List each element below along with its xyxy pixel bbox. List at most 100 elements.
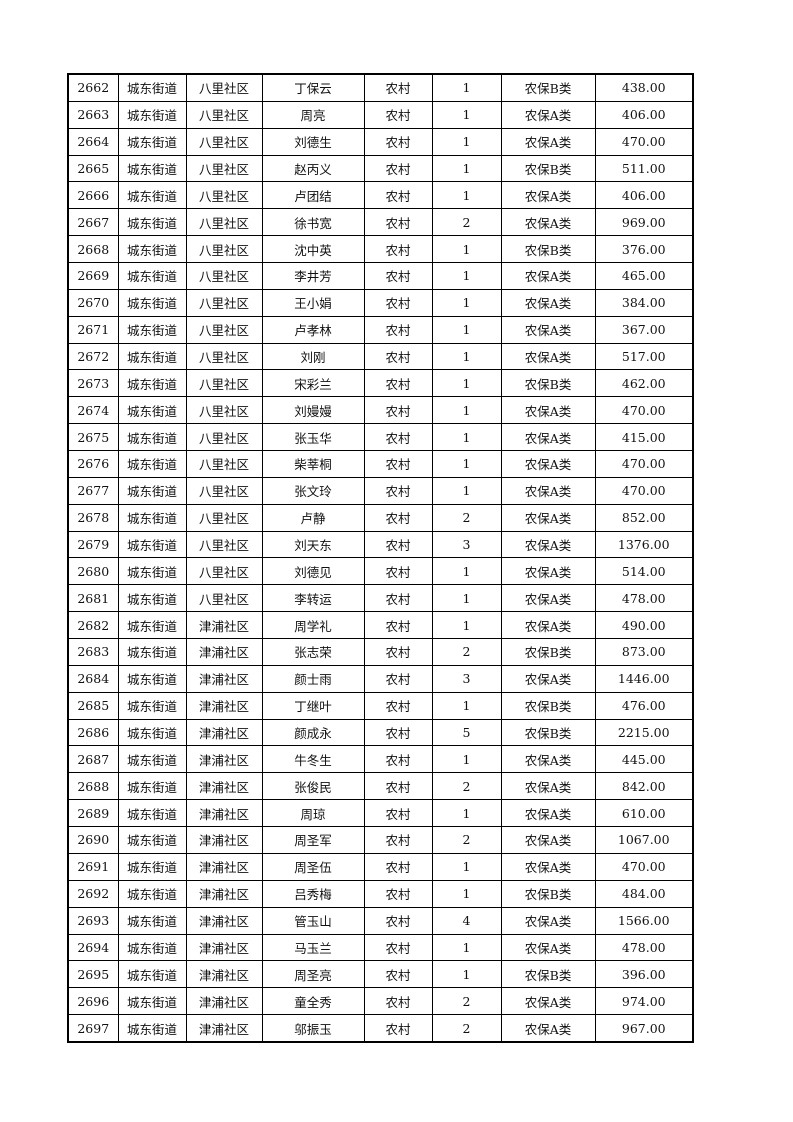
- row-number-cell: 2688: [67, 772, 119, 801]
- area-type-cell: 农村: [363, 476, 433, 505]
- area-type-cell: 农村: [363, 691, 433, 720]
- street-cell: 城东街道: [117, 772, 187, 801]
- row-number-cell: 2664: [67, 127, 119, 156]
- area-type-cell: 农村: [363, 100, 433, 129]
- amount-cell: 384.00: [594, 288, 694, 317]
- table-row: 2679 城东街道 八里社区 刘天东 农村 3 农保A类 1376.00: [67, 530, 694, 559]
- street-cell: 城东街道: [117, 503, 187, 532]
- street-cell: 城东街道: [117, 73, 187, 102]
- street-cell: 城东街道: [117, 530, 187, 559]
- insurance-category-cell: 农保A类: [500, 987, 596, 1016]
- name-cell: 马玉兰: [261, 933, 365, 962]
- street-cell: 城东街道: [117, 987, 187, 1016]
- street-cell: 城东街道: [117, 745, 187, 774]
- area-type-cell: 农村: [363, 772, 433, 801]
- household-count-cell: 1: [431, 315, 502, 344]
- area-type-cell: 农村: [363, 530, 433, 559]
- street-cell: 城东街道: [117, 127, 187, 156]
- amount-cell: 490.00: [594, 611, 694, 640]
- insurance-category-cell: 农保A类: [500, 423, 596, 452]
- insurance-category-cell: 农保A类: [500, 664, 596, 693]
- amount-cell: 1566.00: [594, 906, 694, 935]
- area-type-cell: 农村: [363, 73, 433, 102]
- community-cell: 八里社区: [185, 262, 263, 290]
- household-count-cell: 1: [431, 852, 502, 881]
- name-cell: 张文玲: [261, 476, 365, 505]
- household-count-cell: 2: [431, 1014, 502, 1043]
- area-type-cell: 农村: [363, 638, 433, 666]
- amount-cell: 974.00: [594, 987, 694, 1016]
- street-cell: 城东街道: [117, 718, 187, 747]
- table-row: 2670 城东街道 八里社区 王小娟 农村 1 农保A类 384.00: [67, 288, 694, 317]
- household-count-cell: 1: [431, 181, 502, 210]
- name-cell: 柴莘桐: [261, 450, 365, 478]
- name-cell: 张志荣: [261, 638, 365, 666]
- row-number-cell: 2692: [67, 879, 119, 908]
- table-row: 2678 城东街道 八里社区 卢静 农村 2 农保A类 852.00: [67, 503, 694, 532]
- street-cell: 城东街道: [117, 960, 187, 989]
- insurance-category-cell: 农保A类: [500, 906, 596, 935]
- area-type-cell: 农村: [363, 826, 433, 854]
- insurance-category-cell: 农保A类: [500, 826, 596, 854]
- amount-cell: 1376.00: [594, 530, 694, 559]
- name-cell: 周圣伍: [261, 852, 365, 881]
- area-type-cell: 农村: [363, 423, 433, 452]
- insurance-category-cell: 农保A类: [500, 208, 596, 237]
- row-number-cell: 2673: [67, 369, 119, 398]
- amount-cell: 873.00: [594, 638, 694, 666]
- table-row: 2665 城东街道 八里社区 赵丙义 农村 1 农保B类 511.00: [67, 154, 694, 183]
- table-row: 2684 城东街道 津浦社区 颜士雨 农村 3 农保A类 1446.00: [67, 664, 694, 693]
- table-row: 2686 城东街道 津浦社区 颜成永 农村 5 农保B类 2215.00: [67, 718, 694, 747]
- area-type-cell: 农村: [363, 208, 433, 237]
- name-cell: 卢孝林: [261, 315, 365, 344]
- community-cell: 八里社区: [185, 154, 263, 183]
- area-type-cell: 农村: [363, 315, 433, 344]
- street-cell: 城东街道: [117, 423, 187, 452]
- household-count-cell: 2: [431, 987, 502, 1016]
- household-count-cell: 1: [431, 369, 502, 398]
- street-cell: 城东街道: [117, 100, 187, 129]
- household-count-cell: 2: [431, 208, 502, 237]
- name-cell: 周圣亮: [261, 960, 365, 989]
- community-cell: 津浦社区: [185, 664, 263, 693]
- community-cell: 津浦社区: [185, 718, 263, 747]
- household-count-cell: 1: [431, 611, 502, 640]
- community-cell: 津浦社区: [185, 772, 263, 801]
- street-cell: 城东街道: [117, 826, 187, 854]
- insurance-category-cell: 农保A类: [500, 396, 596, 425]
- row-number-cell: 2666: [67, 181, 119, 210]
- table-row: 2692 城东街道 津浦社区 吕秀梅 农村 1 农保B类 484.00: [67, 879, 694, 908]
- community-cell: 八里社区: [185, 342, 263, 371]
- name-cell: 周圣军: [261, 826, 365, 854]
- insurance-category-cell: 农保B类: [500, 879, 596, 908]
- street-cell: 城东街道: [117, 154, 187, 183]
- row-number-cell: 2687: [67, 745, 119, 774]
- row-number-cell: 2683: [67, 638, 119, 666]
- community-cell: 津浦社区: [185, 799, 263, 828]
- amount-cell: 476.00: [594, 691, 694, 720]
- street-cell: 城东街道: [117, 450, 187, 478]
- community-cell: 津浦社区: [185, 611, 263, 640]
- area-type-cell: 农村: [363, 369, 433, 398]
- row-number-cell: 2675: [67, 423, 119, 452]
- table-row: 2685 城东街道 津浦社区 丁继叶 农村 1 农保B类 476.00: [67, 691, 694, 720]
- name-cell: 李井芳: [261, 262, 365, 290]
- row-number-cell: 2667: [67, 208, 119, 237]
- table-row: 2676 城东街道 八里社区 柴莘桐 农村 1 农保A类 470.00: [67, 450, 694, 478]
- street-cell: 城东街道: [117, 664, 187, 693]
- street-cell: 城东街道: [117, 852, 187, 881]
- street-cell: 城东街道: [117, 262, 187, 290]
- insurance-category-cell: 农保A类: [500, 342, 596, 371]
- street-cell: 城东街道: [117, 315, 187, 344]
- amount-cell: 852.00: [594, 503, 694, 532]
- amount-cell: 396.00: [594, 960, 694, 989]
- name-cell: 周亮: [261, 100, 365, 129]
- amount-cell: 470.00: [594, 450, 694, 478]
- household-count-cell: 1: [431, 342, 502, 371]
- amount-cell: 484.00: [594, 879, 694, 908]
- community-cell: 八里社区: [185, 315, 263, 344]
- table-row: 2690 城东街道 津浦社区 周圣军 农村 2 农保A类 1067.00: [67, 826, 694, 854]
- household-count-cell: 1: [431, 557, 502, 586]
- row-number-cell: 2686: [67, 718, 119, 747]
- table-row: 2663 城东街道 八里社区 周亮 农村 1 农保A类 406.00: [67, 100, 694, 129]
